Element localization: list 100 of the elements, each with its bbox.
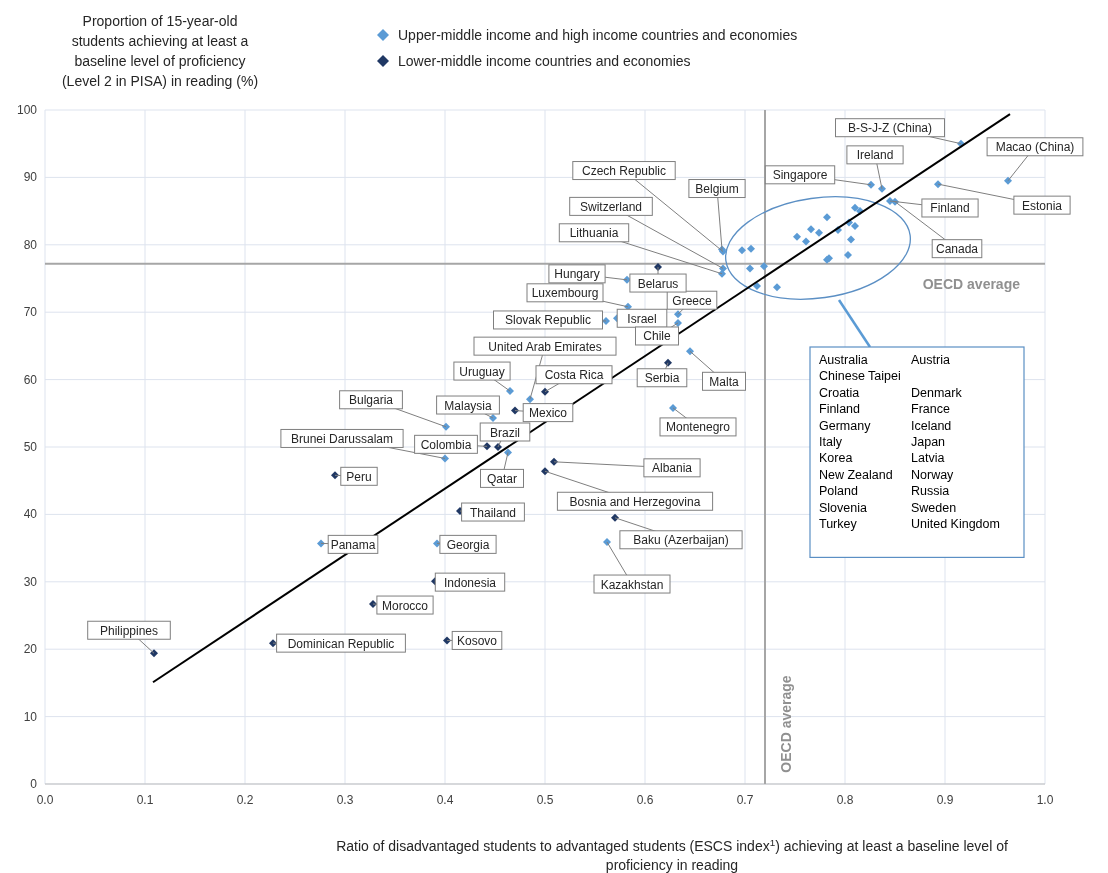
legend-label: Upper-middle income and high income countries and economies xyxy=(398,27,798,43)
annotation: Mexico xyxy=(528,406,568,421)
x-tick-label: 0.0 xyxy=(36,793,54,807)
annotation: Albania xyxy=(651,461,693,476)
annotation: Slovenia xyxy=(819,500,867,515)
x-tick-label: 0.2 xyxy=(236,793,254,807)
annotation: Morocco xyxy=(381,598,429,613)
annotation: Greece xyxy=(672,293,712,308)
point xyxy=(807,225,815,234)
y-tick-label: 90 xyxy=(23,170,38,185)
annotation: Costa Rica xyxy=(544,368,604,383)
annotation: New Zealand xyxy=(819,467,893,482)
annotation: Canada xyxy=(935,242,979,257)
point xyxy=(815,228,823,237)
x-tick-label: 0.1 xyxy=(136,793,154,807)
annotation: Korea xyxy=(819,451,853,466)
annotation: Panama xyxy=(330,537,376,552)
point xyxy=(686,347,694,356)
annotation: Serbia xyxy=(644,371,680,386)
point xyxy=(793,232,801,241)
annotation: Thailand xyxy=(469,505,517,520)
annotation: Malaysia xyxy=(444,398,492,413)
annotation: Italy xyxy=(819,435,843,449)
annotation: Bosnia and Herzegovina xyxy=(569,494,701,509)
annotation: Sweden xyxy=(911,500,957,515)
y-axis-title: Proportion of 15-year-old students achieving at least a baseline level of proficiency (Level 2 in PISA) in reading (%) xyxy=(61,13,259,89)
ref-line-label: OECD average xyxy=(778,675,794,773)
annotation: Bulgaria xyxy=(348,393,394,408)
ref-line-label: OECD average xyxy=(922,275,1021,292)
annotation: Indonesia xyxy=(443,575,497,590)
y-tick-label: 40 xyxy=(23,507,38,522)
annotation: Czech Republic xyxy=(581,164,667,179)
point xyxy=(851,203,859,212)
annotation: Singapore xyxy=(772,168,828,183)
x-tick-label: 0.8 xyxy=(836,793,854,807)
y-tick-label: 20 xyxy=(23,642,38,657)
point xyxy=(773,283,781,292)
point xyxy=(746,264,754,273)
y-tick-label: 50 xyxy=(23,440,38,454)
y-tick-label: 70 xyxy=(23,305,38,320)
annotation: Iceland xyxy=(911,418,952,433)
annotation: Belgium xyxy=(695,182,739,197)
annotation: Chile xyxy=(643,329,671,344)
annotation: Macao (China) xyxy=(995,140,1075,155)
point xyxy=(738,246,746,255)
annotation: Kazakhstan xyxy=(600,577,664,592)
point xyxy=(760,262,768,271)
annotation: Brazil xyxy=(489,425,521,440)
annotation: Georgia xyxy=(446,537,490,552)
annotation: Brunei Darussalam xyxy=(290,431,394,446)
point xyxy=(847,235,855,244)
y-tick-label: 100 xyxy=(16,103,38,117)
annotation: Denmark xyxy=(911,385,963,400)
annotation: Switzerland xyxy=(579,199,643,214)
x-tick-label: 0.3 xyxy=(336,793,354,807)
annotation: France xyxy=(911,402,950,417)
x-tick-label: 0.9 xyxy=(936,793,954,807)
annotation: Lithuania xyxy=(569,226,619,241)
annotation: Finland xyxy=(930,201,970,216)
annotation: Peru xyxy=(346,469,372,484)
y-tick-label: 30 xyxy=(23,574,38,589)
annotation: Kosovo xyxy=(456,633,498,648)
annotation: United Arab Emirates xyxy=(488,339,602,354)
point xyxy=(844,250,852,259)
annotation: Montenegro xyxy=(665,420,731,435)
annotation: Hungary xyxy=(554,267,600,282)
x-tick-label: 0.5 xyxy=(536,793,554,807)
annotation: Uruguay xyxy=(459,364,505,379)
annotation: Turkey xyxy=(819,517,858,531)
y-tick-label: 80 xyxy=(23,237,38,252)
x-tick-label: 0.6 xyxy=(636,793,654,807)
annotation: Finland xyxy=(819,402,861,417)
annotation: Croatia xyxy=(819,385,860,400)
annotation: Chinese Taipei xyxy=(819,369,901,384)
x-tick-label: 1.0 xyxy=(1036,793,1054,807)
legend-label: Lower-middle income countries and economies xyxy=(398,53,691,69)
annotation: Estonia xyxy=(1021,198,1063,213)
annotation: Latvia xyxy=(911,451,945,466)
text: Ratio of disadvantaged students to advantaged students (ESCS index$^{1}$) achieving at least a baseline level of proficiency in reading xyxy=(336,836,1008,873)
point xyxy=(823,213,831,222)
annotation: Ireland xyxy=(856,148,894,163)
annotation: Malta xyxy=(709,374,739,389)
point xyxy=(851,221,859,230)
annotation: United Kingdom xyxy=(911,517,1000,531)
annotation: Australia xyxy=(819,353,868,367)
x-tick-label: 0.7 xyxy=(736,793,754,807)
x-tick-label: 0.4 xyxy=(436,793,454,807)
annotation: Luxembourg xyxy=(531,286,599,301)
annotation: Colombia xyxy=(420,437,472,452)
annotation: Baku (Azerbaijan) xyxy=(633,533,729,548)
annotation: Qatar xyxy=(486,471,518,486)
annotation: Germany xyxy=(819,418,872,433)
annotation: Belarus xyxy=(637,276,679,291)
y-tick-label: 60 xyxy=(23,372,38,387)
annotation: B-S-J-Z (China) xyxy=(847,121,933,136)
annotation: Austria xyxy=(911,353,950,367)
annotation: Israel xyxy=(627,311,657,326)
point xyxy=(802,237,810,246)
annotation: Russia xyxy=(911,484,950,499)
y-tick-label: 0 xyxy=(30,777,38,791)
